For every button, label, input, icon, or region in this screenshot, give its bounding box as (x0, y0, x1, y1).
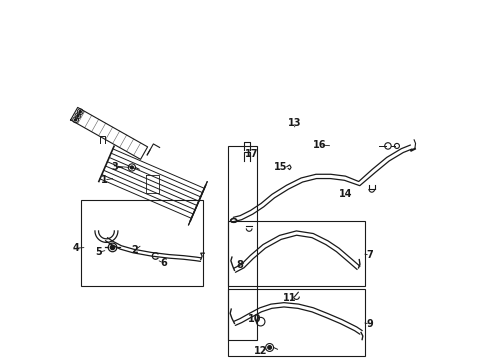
Text: 11: 11 (282, 293, 295, 303)
Bar (228, 221, 364, 286)
Circle shape (77, 115, 79, 117)
Text: 4: 4 (72, 243, 79, 253)
Bar (228, 289, 364, 356)
Circle shape (79, 111, 81, 113)
Text: 7: 7 (366, 250, 373, 260)
Text: 16: 16 (312, 140, 326, 150)
Text: 6: 6 (160, 258, 167, 268)
Circle shape (110, 245, 115, 249)
Circle shape (267, 346, 271, 349)
Text: 1: 1 (101, 175, 107, 185)
Circle shape (74, 119, 77, 121)
Bar (81, 200, 203, 286)
Text: 2: 2 (131, 245, 138, 255)
Bar (228, 146, 257, 339)
Text: 10: 10 (247, 314, 261, 324)
Text: 9: 9 (366, 319, 373, 329)
Text: 8: 8 (236, 260, 243, 270)
Text: 17: 17 (244, 149, 258, 159)
Text: 5: 5 (95, 247, 102, 257)
Text: 13: 13 (287, 118, 301, 128)
Text: 14: 14 (338, 189, 352, 199)
Text: 12: 12 (253, 346, 267, 356)
Text: 15: 15 (274, 162, 287, 172)
Text: 3: 3 (111, 162, 118, 172)
Circle shape (130, 166, 133, 169)
